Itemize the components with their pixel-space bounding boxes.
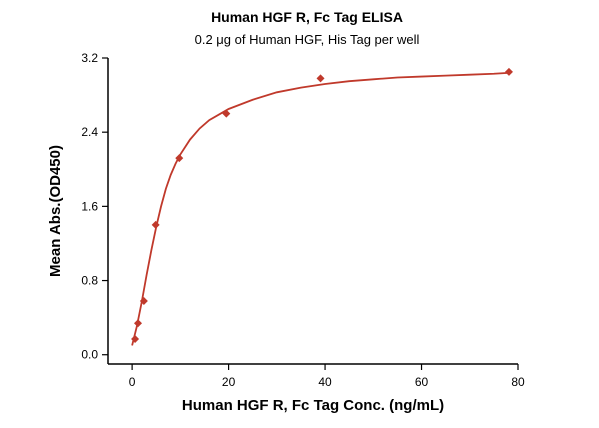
y-ticks: 0.0 0.8 1.6 2.4 3.2	[81, 51, 108, 362]
data-point	[139, 296, 148, 305]
data-points	[131, 67, 513, 343]
data-point	[134, 319, 143, 328]
x-tick-label: 80	[511, 375, 525, 389]
x-tick-label: 60	[415, 375, 429, 389]
x-ticks: 0 20 40 60 80	[129, 364, 525, 389]
data-point	[316, 74, 325, 83]
y-tick-label: 0.8	[81, 274, 98, 288]
data-point	[222, 109, 231, 118]
y-tick-label: 0.0	[81, 348, 98, 362]
data-point	[504, 67, 513, 76]
chart-title: Human HGF R, Fc Tag ELISA	[211, 9, 403, 25]
y-tick-label: 1.6	[81, 199, 98, 213]
x-tick-label: 40	[318, 375, 332, 389]
x-tick-label: 0	[129, 375, 136, 389]
axes	[107, 58, 518, 365]
data-point	[151, 220, 160, 229]
chart-subtitle: 0.2 μg of Human HGF, His Tag per well	[195, 32, 420, 47]
x-axis-label: Human HGF R, Fc Tag Conc. (ng/mL)	[182, 397, 444, 414]
y-axis-label: Mean Abs.(OD450)	[47, 145, 64, 277]
x-tick-label: 20	[222, 375, 236, 389]
y-tick-label: 3.2	[81, 51, 98, 65]
data-point	[131, 334, 140, 343]
fit-curve	[131, 71, 509, 346]
y-tick-label: 2.4	[81, 125, 98, 139]
data-point	[175, 154, 184, 163]
